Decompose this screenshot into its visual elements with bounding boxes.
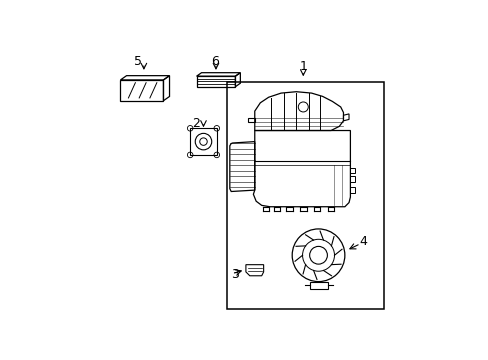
Text: 2: 2 bbox=[192, 117, 200, 130]
Text: 5: 5 bbox=[134, 55, 142, 68]
Bar bbox=[309, 282, 327, 288]
Bar bbox=[226, 82, 383, 309]
Text: 6: 6 bbox=[210, 55, 218, 68]
Text: 4: 4 bbox=[358, 235, 366, 248]
FancyBboxPatch shape bbox=[190, 128, 216, 155]
Text: 1: 1 bbox=[299, 60, 306, 73]
Text: 3: 3 bbox=[231, 268, 239, 281]
